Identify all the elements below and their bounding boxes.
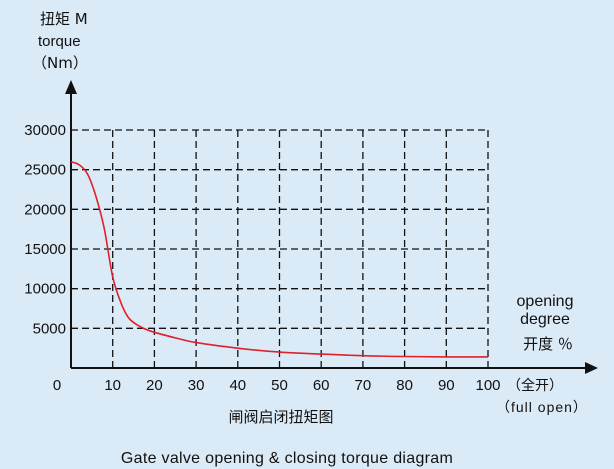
x-tick-label: 60 (313, 377, 330, 394)
x-tick-labels: 10 20 30 40 50 60 70 80 90 100 (104, 377, 500, 394)
y-tick-label: 20000 (24, 201, 66, 218)
chart-title-cn: 闸阀启闭扭矩图 (228, 408, 333, 426)
x-axis-label-line2: degree (520, 311, 570, 328)
y-tick-labels: 5000 10000 15000 20000 25000 30000 (24, 122, 66, 337)
y-tick-label: 30000 (24, 122, 66, 139)
grid-lines (71, 129, 489, 368)
x-axis-arrow (585, 362, 598, 374)
y-axis-label-unit: （Nm） (32, 54, 88, 72)
x-tick-label: 30 (188, 377, 205, 394)
x-tick-label: 70 (355, 377, 372, 394)
x-tick-label: 100 (475, 377, 500, 394)
x-tick-label: 20 (146, 377, 163, 394)
x-tick-label: 40 (229, 377, 246, 394)
y-axis-label-cn: 扭矩 M (40, 10, 88, 28)
y-tick-label: 25000 (24, 162, 66, 179)
x-tick-label: 80 (396, 377, 413, 394)
y-tick-label: 15000 (24, 241, 66, 258)
x-axis-label-line1: opening (517, 293, 574, 310)
x-axis-end-label-cn: （全开） (507, 377, 563, 394)
x-tick-label: 50 (271, 377, 288, 394)
y-axis-label-en: torque (38, 33, 81, 50)
y-axis-arrow (65, 80, 77, 94)
x-tick-label: 90 (438, 377, 455, 394)
torque-series-line (70, 160, 489, 358)
y-tick-label: 5000 (33, 320, 66, 337)
x-axis-label-unit: 开度 ％ (523, 335, 573, 353)
x-axis-end-label-en: （full open） (496, 399, 588, 415)
x-tick-label: 10 (104, 377, 121, 394)
x-axis-origin-label: 0 (53, 377, 61, 394)
chart-title-en: Gate valve opening & closing torque diag… (121, 450, 453, 467)
y-tick-label: 10000 (24, 281, 66, 298)
